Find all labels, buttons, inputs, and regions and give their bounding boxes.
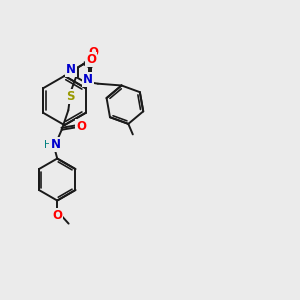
Text: O: O: [86, 53, 96, 66]
Text: O: O: [76, 120, 86, 133]
Text: N: N: [66, 63, 76, 76]
Text: O: O: [52, 209, 62, 222]
Text: N: N: [50, 138, 60, 151]
Text: H: H: [44, 140, 52, 150]
Text: S: S: [67, 90, 75, 103]
Text: N: N: [83, 73, 93, 86]
Text: O: O: [89, 46, 99, 59]
